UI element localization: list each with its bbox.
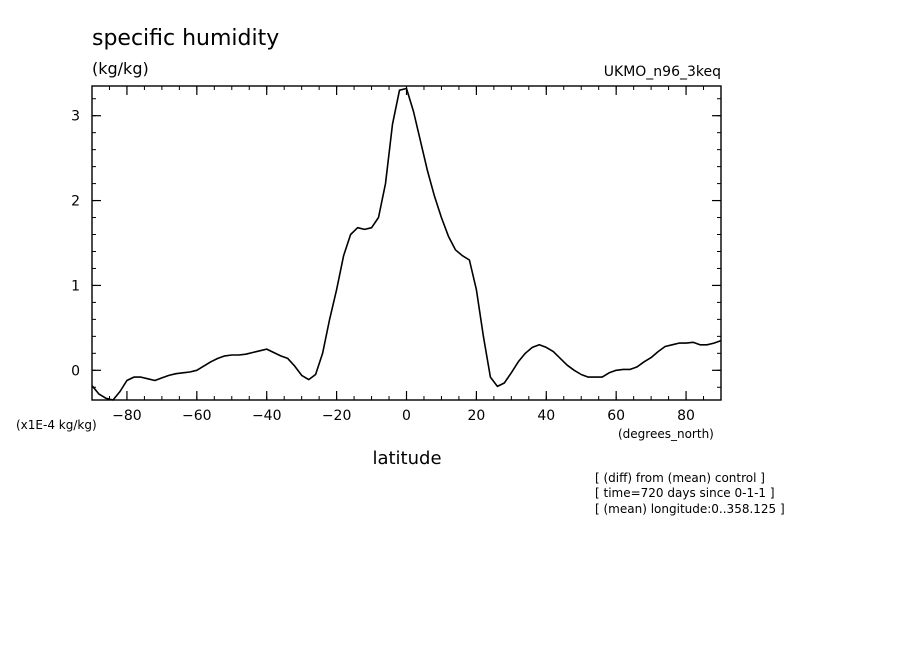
axis-ticks bbox=[91, 86, 722, 400]
chart-title: specific humidity bbox=[92, 26, 279, 51]
x-tick-label: −80 bbox=[112, 408, 142, 424]
x-tick-label: 80 bbox=[677, 408, 695, 424]
series-line bbox=[91, 87, 722, 401]
note-line: [ time=720 days since 0-1-1 ] bbox=[595, 486, 775, 500]
dataset-label: UKMO_n96_3keq bbox=[604, 64, 721, 80]
y-tick-labels: 0 1 2 3 bbox=[71, 109, 80, 380]
x-tick-label: 60 bbox=[607, 408, 625, 424]
y-tick-label: 3 bbox=[71, 109, 80, 125]
x-tick-label: 0 bbox=[402, 408, 411, 424]
x-tick-label: −40 bbox=[252, 408, 282, 424]
x-tick-labels: −80 −60 −40 −20 0 20 40 60 80 bbox=[112, 408, 695, 424]
plot-frame bbox=[91, 85, 722, 401]
chart-units: (kg/kg) bbox=[92, 59, 149, 78]
y-tick-label: 1 bbox=[71, 278, 80, 294]
x-tick-label: −20 bbox=[322, 408, 352, 424]
x-units-label: (degrees_north) bbox=[618, 427, 714, 441]
y-scale-label: (x1E-4 kg/kg) bbox=[16, 418, 97, 432]
y-tick-label: 2 bbox=[71, 194, 80, 210]
note-line: [ (diff) from (mean) control ] bbox=[595, 471, 765, 485]
x-axis-label: latitude bbox=[372, 448, 441, 469]
x-tick-label: 40 bbox=[537, 408, 555, 424]
y-tick-label: 0 bbox=[71, 363, 80, 379]
note-line: [ (mean) longitude:0..358.125 ] bbox=[595, 502, 785, 516]
x-tick-label: 20 bbox=[467, 408, 485, 424]
x-tick-label: −60 bbox=[182, 408, 212, 424]
